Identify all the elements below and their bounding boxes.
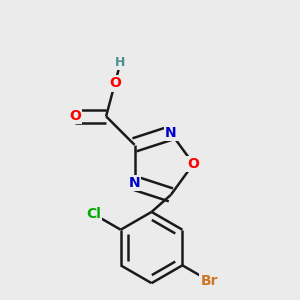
Text: Br: Br <box>200 274 218 288</box>
Text: O: O <box>188 157 199 171</box>
Text: Cl: Cl <box>86 207 101 221</box>
Text: N: N <box>165 126 177 140</box>
Text: H: H <box>115 56 126 69</box>
Text: N: N <box>129 176 140 190</box>
Text: O: O <box>69 110 81 123</box>
Text: O: O <box>109 76 121 91</box>
